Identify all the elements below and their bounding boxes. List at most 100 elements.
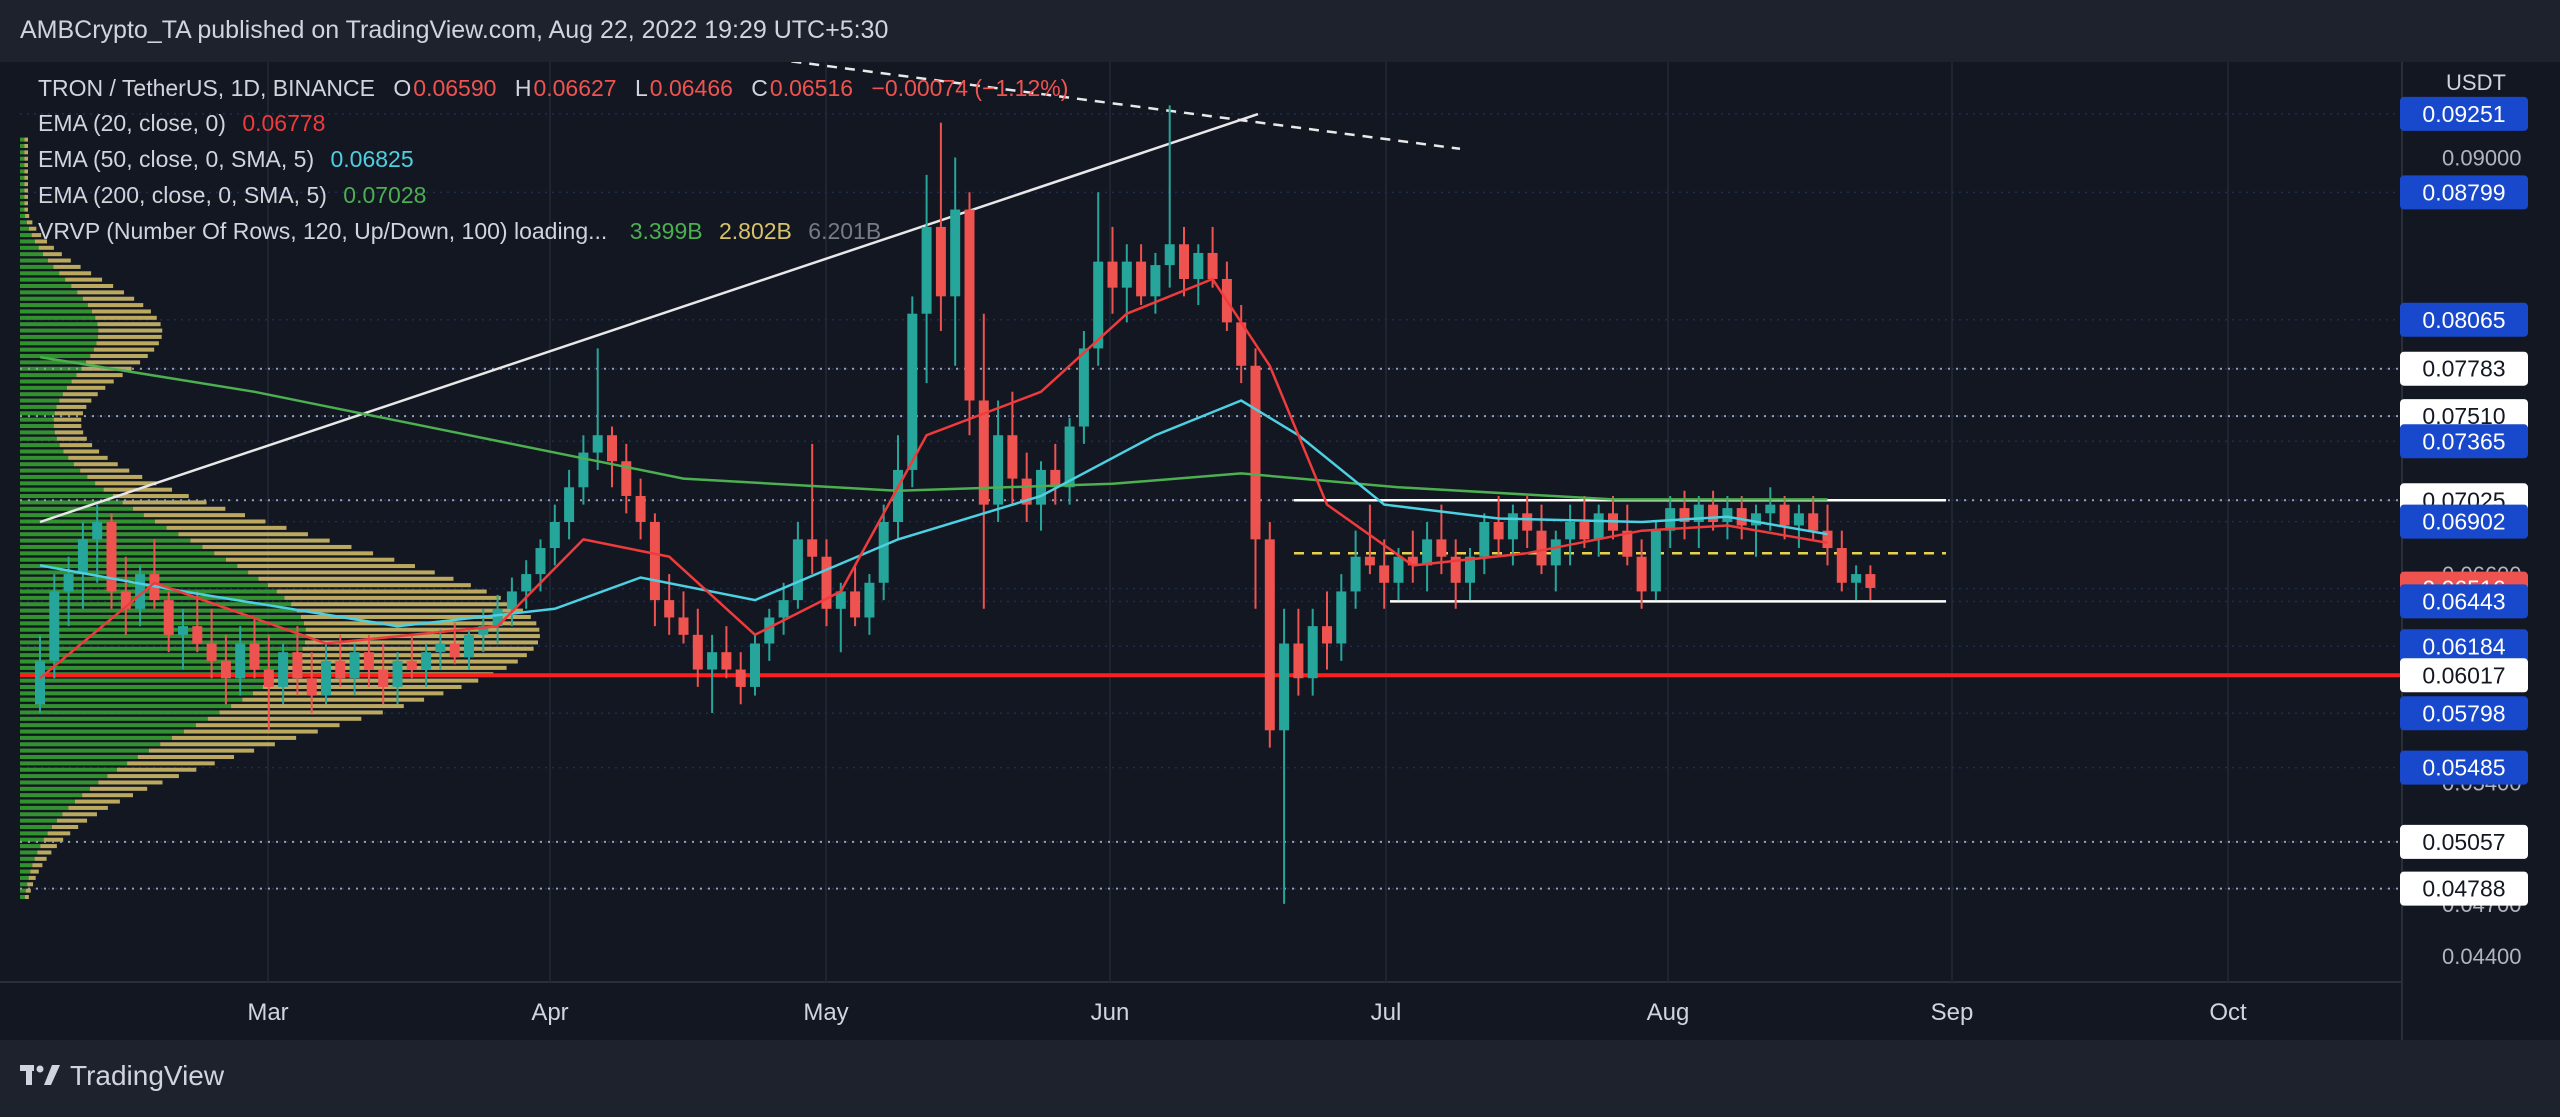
volume-profile-up-bar [20,691,253,696]
volume-profile-up-bar [20,284,72,289]
candle-body [406,660,417,670]
x-tick-label: May [803,999,848,1026]
volume-profile-up-bar [20,875,29,880]
candle-body [178,626,188,635]
volume-profile-up-bar [20,175,25,180]
candle-body [492,608,503,627]
legend-high-label: H [514,75,532,101]
candle-body [1136,261,1147,297]
candle-body [878,522,889,583]
legend-ema20: EMA (20, close, 0) 0.06778 [38,110,327,137]
candle-body [235,643,246,679]
volume-profile-up-bar [20,500,123,505]
price-badge [2400,504,2528,539]
volume-profile-down-bar [97,322,161,327]
volume-profile-down-bar [87,474,143,479]
volume-profile-up-bar [20,627,306,632]
volume-profile-down-bar [160,742,275,747]
x-tick-label: Mar [247,999,288,1026]
volume-profile-down-bar [62,812,97,817]
candle-body [1150,265,1161,297]
price-badge-label: 0.08065 [2422,307,2505,333]
volume-profile-down-bar [56,404,87,409]
volume-profile-up-bar [20,888,26,893]
candle-body [35,660,45,705]
candle-body [1636,556,1647,592]
candle-body [292,652,303,679]
candle-body [1722,508,1733,522]
volume-profile-up-bar [20,245,39,250]
candle-body [635,495,646,522]
candle-body [435,643,446,653]
volume-profile-down-bar [53,424,82,429]
volume-profile-up-bar [20,258,48,263]
volume-profile-up-bar [20,213,26,218]
volume-profile-down-bar [305,634,540,639]
volume-profile-up-bar [20,277,66,282]
volume-profile-down-bar [183,729,318,734]
volume-profile-down-bar [27,882,34,887]
candle-body [850,591,861,618]
tradingview-logo[interactable]: TradingView [20,1060,224,1092]
volume-profile-up-bar [20,589,277,594]
legend-low-label: L [634,75,648,101]
volume-profile-up-bar [20,303,88,308]
price-chart[interactable]: USDT0.090000.044000.047000.054000.066000… [0,62,2560,1040]
volume-profile-up-bar [20,710,220,715]
volume-profile-down-bar [293,659,518,664]
volume-profile-down-bar [59,443,93,448]
volume-profile-down-bar [304,640,538,645]
volume-profile-up-bar [20,474,88,479]
volume-profile-down-bar [137,754,235,759]
volume-profile-up-bar [20,704,232,709]
volume-profile-up-bar [20,799,75,804]
candle-body [1679,508,1690,522]
volume-profile-up-bar [20,812,63,817]
ema20-line [39,277,1828,680]
volume-profile-up-bar [20,411,55,416]
volume-profile-down-bar [59,271,92,276]
volume-profile-up-bar [20,895,25,900]
volume-profile-down-bar [24,137,28,142]
candle-body [950,209,961,297]
volume-profile-up-bar [20,169,25,174]
candle-body [63,574,74,592]
volume-profile-down-bar [65,277,103,282]
candle-body [907,313,918,470]
candle-body [764,617,775,644]
volume-profile-down-bar [24,207,28,212]
candle-body [835,591,846,609]
candle-body [1107,261,1118,288]
legend-vrvp-label: VRVP (Number Of Rows, 120, Up/Down, 100)… [38,218,608,244]
candle-body [1021,478,1032,505]
price-badge-label: 0.06443 [2422,588,2505,614]
volume-profile-up-bar [20,621,304,626]
candle-body [592,435,603,453]
chart-background [0,62,2560,1040]
candle-body [263,669,274,687]
legend-high: 0.06627 [533,75,617,101]
descending-trendline [786,62,1461,151]
volume-profile-down-bar [276,589,487,594]
candle-body [707,652,718,670]
legend-vrvp-total: 6.201B [808,218,882,244]
volume-profile-down-bar [219,710,383,715]
candle-body [1279,643,1290,731]
volume-profile-up-bar [20,341,97,346]
volume-profile-down-bar [252,691,444,696]
candle-body [321,660,331,696]
candle-body [1264,539,1275,731]
candle-body [421,652,432,670]
candle-body [1078,348,1089,427]
volume-profile-up-bar [20,354,91,359]
volume-profile-down-bar [98,328,163,333]
volume-profile-up-bar [20,748,149,753]
candle-body [549,522,560,549]
volume-profile-down-bar [296,608,524,613]
volume-profile-up-bar [20,443,60,448]
price-badge [2400,302,2528,337]
header-bar: AMBCrypto_TA published on TradingView.co… [0,0,2560,62]
legend-close: 0.06516 [769,75,854,101]
volume-profile-up-bar [20,793,83,798]
volume-profile-down-bar [258,576,454,581]
